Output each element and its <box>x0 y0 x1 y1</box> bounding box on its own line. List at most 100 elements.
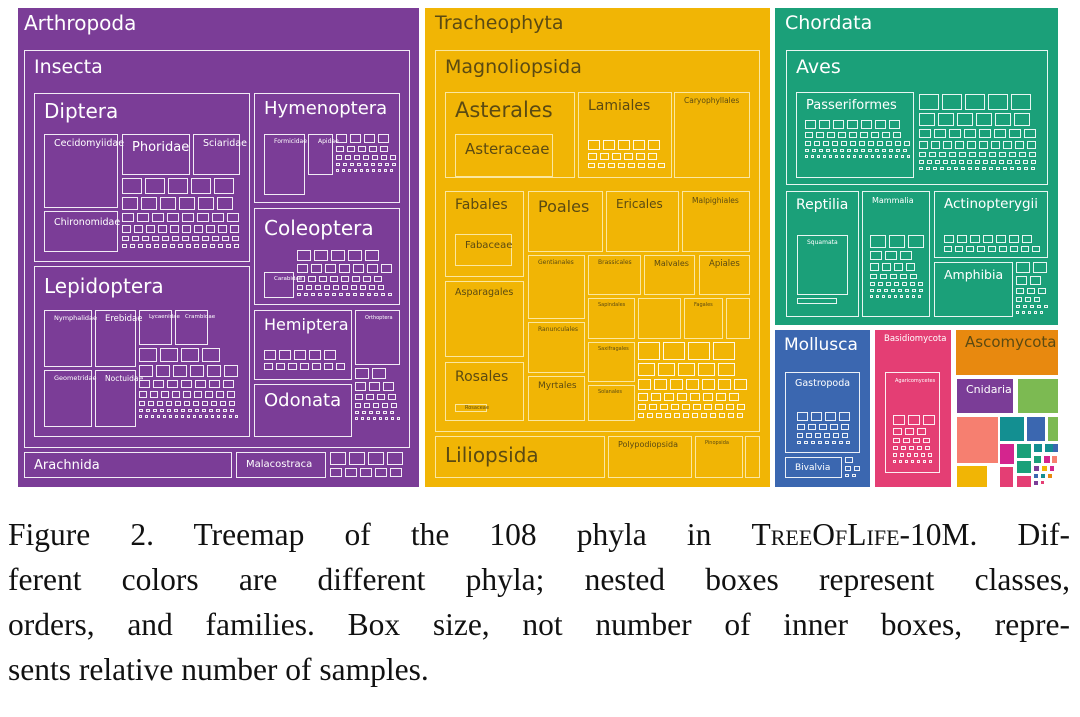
treemap-phylum-tile <box>1034 481 1038 485</box>
treemap-small-box <box>847 120 858 129</box>
treemap-label: Insecta <box>34 56 103 78</box>
treemap-box-node <box>726 298 750 339</box>
treemap-small-box <box>153 379 164 389</box>
treemap-label: Lepidoptera <box>44 274 164 298</box>
treemap-small-box <box>718 379 731 390</box>
treemap-small-box <box>390 411 394 415</box>
treemap-small-box <box>154 244 159 249</box>
treemap-box-insecta: Insecta <box>24 50 410 448</box>
treemap-small-box <box>893 427 902 435</box>
treemap-small-box <box>1030 276 1041 285</box>
treemap-small-box <box>688 342 710 360</box>
treemap-small-box <box>612 152 621 160</box>
treemap-small-box <box>889 235 905 248</box>
treemap-small-box <box>1016 276 1027 285</box>
treemap-small-box <box>141 197 157 210</box>
treemap-phylum-tile <box>1000 467 1013 487</box>
treemap-small-box <box>870 289 874 293</box>
treemap-small-box <box>996 235 1006 243</box>
treemap-small-box <box>917 446 922 451</box>
treemap-small-box <box>991 141 1000 149</box>
treemap-small-box <box>197 212 209 223</box>
treemap-small-box <box>367 293 371 297</box>
treemap-small-box <box>1015 160 1020 165</box>
treemap-label: Asparagales <box>455 287 514 298</box>
treemap-small-box <box>870 263 879 271</box>
treemap-box-chironomidae: Chironomidae <box>44 211 120 252</box>
treemap-box-mammalia: Mammalia <box>862 191 930 317</box>
treemap-small-box <box>318 293 322 297</box>
treemap-small-box <box>122 178 142 194</box>
treemap-small-box <box>378 163 382 167</box>
treemap-small-box <box>139 379 150 389</box>
treemap-small-box <box>919 167 923 171</box>
treemap-small-box <box>996 167 1000 171</box>
treemap-small-box <box>366 394 374 401</box>
treemap-box-tracheophyta: Tracheophyta <box>425 8 770 487</box>
treemap-small-box <box>122 212 134 223</box>
treemap-box-node <box>638 298 681 339</box>
treemap-small-box <box>384 169 387 173</box>
treemap-small-box <box>222 235 229 242</box>
treemap-small-box <box>815 433 821 438</box>
treemap-small-box <box>588 162 595 169</box>
treemap-small-box <box>157 400 163 406</box>
treemap-small-box <box>357 163 361 167</box>
treemap-small-box <box>841 141 847 146</box>
treemap-small-box <box>378 285 384 291</box>
treemap-label: Reptilia <box>796 197 849 213</box>
treemap-small-box <box>925 446 930 451</box>
treemap-small-box <box>829 155 832 159</box>
treemap-label: Bivalvia <box>795 463 831 473</box>
caption-line: ferent colors are different phyla; neste… <box>8 562 1070 597</box>
treemap-small-box <box>889 120 900 129</box>
treemap-small-box <box>139 391 147 398</box>
treemap-small-box <box>947 167 951 171</box>
treemap-small-box <box>942 94 962 110</box>
treemap-small-box <box>1038 288 1046 295</box>
treemap-small-box <box>1010 246 1018 253</box>
treemap-small-box <box>865 155 868 159</box>
treemap-small-box <box>1009 235 1019 243</box>
treemap-small-box <box>861 149 865 153</box>
treemap-small-box <box>648 162 655 169</box>
treemap-small-box <box>163 414 166 418</box>
treemap-small-box <box>186 244 191 249</box>
treemap-small-box <box>288 362 297 370</box>
treemap-box-ericales: Ericales <box>606 191 679 252</box>
treemap-label: Fabales <box>455 197 508 213</box>
treemap-small-box <box>955 141 964 149</box>
treemap-small-box <box>383 411 387 415</box>
treemap-box-caryophyllales: Caryophyllales <box>674 92 750 178</box>
treemap-small-box <box>352 276 360 283</box>
treemap-small-box <box>840 149 844 153</box>
treemap-small-box <box>172 391 180 398</box>
treemap-small-box <box>806 433 812 438</box>
treemap-small-box <box>1016 262 1030 274</box>
treemap-label: Pinopsida <box>705 440 729 446</box>
treemap-small-box <box>859 155 862 159</box>
treemap-small-box <box>175 414 178 418</box>
treemap-box-sapindales: Sapindales <box>588 298 635 339</box>
treemap-small-box <box>889 155 892 159</box>
treemap-small-box <box>693 403 701 410</box>
treemap-label: Squamata <box>807 239 838 246</box>
treemap-small-box <box>716 392 726 401</box>
treemap-small-box <box>852 474 856 478</box>
treemap-small-box <box>674 413 680 418</box>
treemap-small-box <box>931 141 940 149</box>
treemap-small-box <box>332 293 336 297</box>
treemap-box-crambidae: Crambidae <box>175 310 215 345</box>
treemap-box-rosales: Rosales <box>445 362 524 421</box>
treemap-box-actinopterygii: Actinopterygii <box>934 191 1048 258</box>
treemap-small-box <box>336 169 339 173</box>
treemap-small-box <box>670 379 683 390</box>
treemap-phylum-tile <box>1044 456 1050 463</box>
treemap-small-box <box>195 379 206 389</box>
treemap-small-box <box>671 403 679 410</box>
treemap-small-box <box>160 348 178 363</box>
treemap-small-box <box>306 285 312 291</box>
treemap-small-box <box>363 276 371 283</box>
treemap-small-box <box>378 134 389 143</box>
treemap-small-box <box>935 160 940 165</box>
